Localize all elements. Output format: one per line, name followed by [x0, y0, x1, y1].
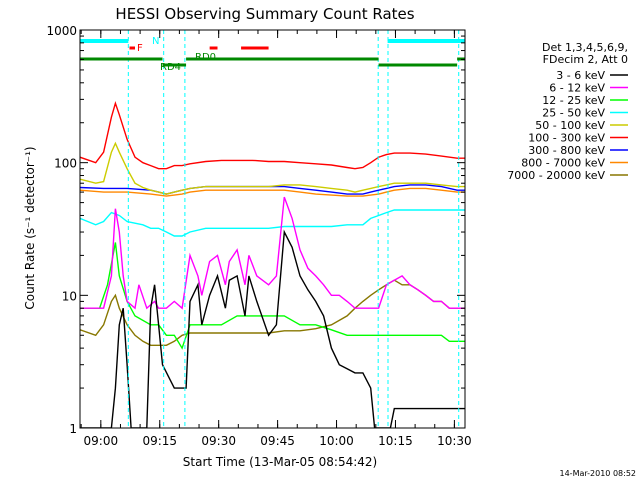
status-bars: NF RD0 RD4 [80, 36, 465, 73]
legend-label-0: 3 - 6 keV [556, 69, 605, 82]
chart-title: HESSI Observing Summary Count Rates [115, 5, 414, 23]
x-tick-label-4: 10:00 [319, 434, 354, 448]
series-line-5 [80, 100, 465, 170]
legend: Det 1,3,4,5,6,9,FDecim 2, Att 0 3 - 6 keV… [507, 41, 628, 182]
legend-label-8: 7000 - 20000 keV [507, 169, 605, 182]
y-tick-label-2: 100 [54, 157, 77, 171]
plot-frame [79, 29, 466, 429]
legend-label-4: 50 - 100 keV [535, 119, 605, 132]
rd0-bar-label: RD0 [195, 52, 216, 63]
series-line-3 [80, 209, 465, 237]
legend-label-3: 25 - 50 keV [542, 107, 605, 120]
y-tick-label-3: 1000 [46, 24, 77, 38]
series-line-7 [80, 187, 465, 197]
series-line-8 [80, 279, 465, 346]
x-tick-label-0: 09:00 [84, 434, 119, 448]
legend-label-5: 100 - 300 keV [528, 132, 605, 145]
plot-area [80, 30, 465, 428]
y-tick-label-1: 10 [62, 289, 77, 303]
x-tick-label-6: 10:30 [437, 434, 472, 448]
rd4-bar-label: RD4 [160, 62, 181, 73]
legend-label-1: 6 - 12 keV [549, 82, 605, 95]
legend-label-2: 12 - 25 keV [542, 94, 605, 107]
x-axis-label: Start Time (13-Mar-05 08:54:42) [183, 455, 377, 469]
y-tick-label-0: 1 [69, 422, 77, 436]
axes: 09:00 09:15 09:30 09:45 10:00 10:15 10:30 1 10 10… [46, 24, 471, 448]
series-line-1 [80, 196, 465, 310]
x-tick-label-2: 09:30 [201, 434, 236, 448]
legend-label-6: 300 - 800 keV [528, 144, 605, 157]
legend-header-1: FDecim 2, Att 0 [543, 53, 628, 66]
series-line-0 [80, 229, 465, 428]
legend-label-7: 800 - 7000 keV [521, 157, 605, 170]
x-tick-label-3: 09:45 [260, 434, 295, 448]
series-line-4 [80, 141, 465, 195]
night-bar-label: N [152, 36, 159, 47]
x-tick-label-1: 09:15 [142, 434, 177, 448]
y-axis-label: Count Rate (s⁻¹ detector⁻¹) [23, 146, 37, 309]
flare-bar-label: F [137, 43, 143, 54]
legend-header-0: Det 1,3,4,5,6,9, [542, 41, 628, 54]
footer-date: 14-Mar-2010 08:52 [560, 469, 637, 478]
x-tick-label-5: 10:15 [378, 434, 413, 448]
